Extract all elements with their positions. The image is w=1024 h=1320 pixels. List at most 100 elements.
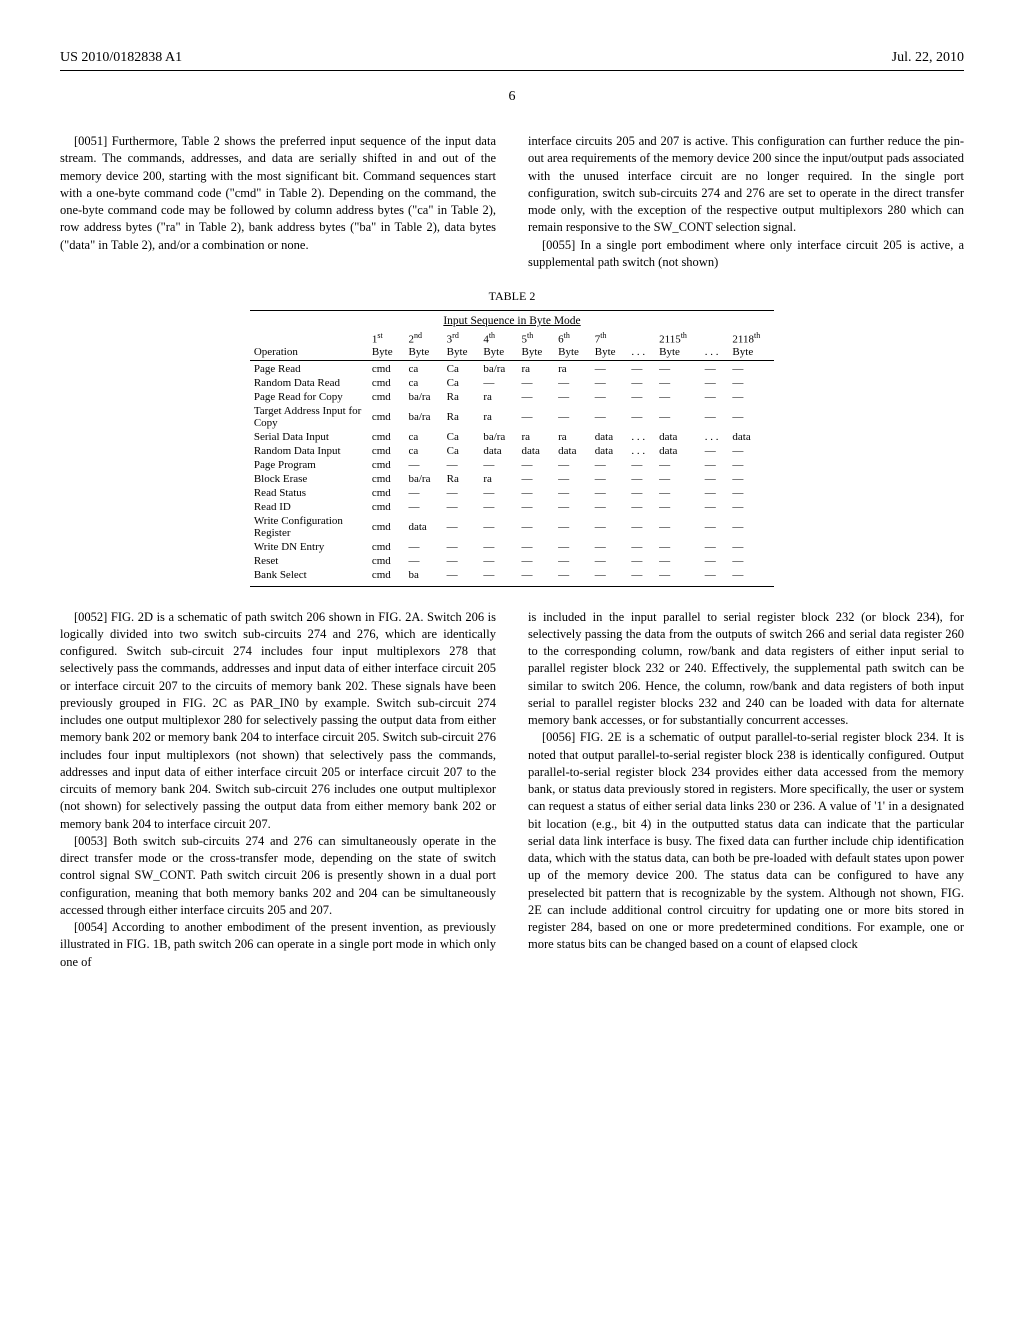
table-cell: cmd (368, 540, 405, 554)
table-cell: — (655, 568, 701, 582)
table-cell: — (627, 500, 655, 514)
para-52: [0052] FIG. 2D is a schematic of path sw… (60, 609, 496, 833)
table-cell: — (554, 568, 591, 582)
table-cell: ba/ra (404, 404, 442, 430)
table-cell: ra (554, 430, 591, 444)
table-cell: ca (404, 444, 442, 458)
table-cell: — (479, 500, 517, 514)
table-cell: — (518, 486, 555, 500)
table-cell: — (479, 376, 517, 390)
table-cell: — (404, 486, 442, 500)
table-cell: — (554, 390, 591, 404)
col-h-4: 4thByte (479, 329, 517, 360)
table-cell: cmd (368, 390, 405, 404)
table-cell: — (655, 486, 701, 500)
table-row: Serial Data InputcmdcaCaba/rararadata. .… (250, 430, 774, 444)
table-cell: ba/ra (404, 390, 442, 404)
table-cell: Ca (443, 430, 480, 444)
col-left-bottom: [0052] FIG. 2D is a schematic of path sw… (60, 609, 496, 971)
table-cell: — (728, 444, 774, 458)
table-cell: data (554, 444, 591, 458)
table-cell: — (479, 568, 517, 582)
table-cell: — (479, 458, 517, 472)
table-row: Page Read for Copycmdba/raRara——————— (250, 390, 774, 404)
table-cell: — (443, 458, 480, 472)
table-cell: — (518, 458, 555, 472)
table-cell: — (655, 554, 701, 568)
page-number: 6 (60, 89, 964, 105)
table-cell: — (554, 376, 591, 390)
table-cell: — (591, 500, 628, 514)
table-cell: — (591, 554, 628, 568)
table-cell: Reset (250, 554, 368, 568)
table-cell: — (701, 568, 729, 582)
table-cell: — (479, 540, 517, 554)
table-cell: — (701, 362, 729, 376)
table-cell: — (701, 390, 729, 404)
table-cell: Ra (443, 472, 480, 486)
table-cell: — (591, 458, 628, 472)
col-h-11: 2118thByte (728, 329, 774, 360)
table-cell: — (591, 362, 628, 376)
table-cell: Random Data Input (250, 444, 368, 458)
table-cell: ba/ra (479, 430, 517, 444)
table-cell: — (479, 514, 517, 540)
page-container: US 2010/0182838 A1 Jul. 22, 2010 6 [0051… (0, 0, 1024, 1011)
table-cell: data (655, 430, 701, 444)
col-h-10: . . . (701, 329, 729, 360)
table-cell: Ra (443, 404, 480, 430)
table-cell: — (701, 554, 729, 568)
table-cell: data (404, 514, 442, 540)
top-columns: [0051] Furthermore, Table 2 shows the pr… (60, 133, 964, 271)
table-cell: — (479, 486, 517, 500)
para-56: [0056] FIG. 2E is a schematic of output … (528, 729, 964, 953)
col-right-bottom: is included in the input parallel to ser… (528, 609, 964, 971)
table-title: TABLE 2 (250, 289, 774, 304)
table-cell: ba/ra (479, 362, 517, 376)
table-cell: — (443, 486, 480, 500)
table-cell: Read Status (250, 486, 368, 500)
table-row: Write DN Entrycmd—————————— (250, 540, 774, 554)
table-cell: ba/ra (404, 472, 442, 486)
para-55-continued: is included in the input parallel to ser… (528, 609, 964, 730)
col-h-6: 6thByte (554, 329, 591, 360)
table-cell: — (443, 514, 480, 540)
table-cell: cmd (368, 500, 405, 514)
table-row: Block Erasecmdba/raRara——————— (250, 472, 774, 486)
table-cell: data (518, 444, 555, 458)
table-cell: ca (404, 376, 442, 390)
table-cell: — (554, 404, 591, 430)
table-cell: cmd (368, 444, 405, 458)
table-cell: cmd (368, 554, 405, 568)
col-h-9: 2115thByte (655, 329, 701, 360)
table-cell: ra (479, 404, 517, 430)
table-cell: — (728, 404, 774, 430)
col-h-2: 2ndByte (404, 329, 442, 360)
table-cell: — (701, 458, 729, 472)
table-cell: data (591, 444, 628, 458)
table-cell: Bank Select (250, 568, 368, 582)
table-cell: — (518, 472, 555, 486)
table-cell: Page Read (250, 362, 368, 376)
table-cell: — (701, 540, 729, 554)
table-cell: — (728, 540, 774, 554)
table-cell: — (655, 362, 701, 376)
col-h-5: 5thByte (518, 329, 555, 360)
table-cell: — (554, 486, 591, 500)
table-cell: — (728, 568, 774, 582)
table-row: Random Data ReadcmdcaCa———————— (250, 376, 774, 390)
table-cell: — (554, 540, 591, 554)
table-cell: — (728, 486, 774, 500)
table-rows: Page ReadcmdcaCaba/rarara—————Random Dat… (250, 362, 774, 582)
table-cell: — (627, 486, 655, 500)
table-cell: ca (404, 430, 442, 444)
page-header: US 2010/0182838 A1 Jul. 22, 2010 (60, 50, 964, 66)
table-row: Read IDcmd—————————— (250, 500, 774, 514)
table-cell: — (701, 376, 729, 390)
para-51: [0051] Furthermore, Table 2 shows the pr… (60, 133, 496, 254)
para-53: [0053] Both switch sub-circuits 274 and … (60, 833, 496, 919)
table-cell: — (591, 486, 628, 500)
table-row: Read Statuscmd—————————— (250, 486, 774, 500)
table-cell: — (728, 362, 774, 376)
table-cell: cmd (368, 514, 405, 540)
